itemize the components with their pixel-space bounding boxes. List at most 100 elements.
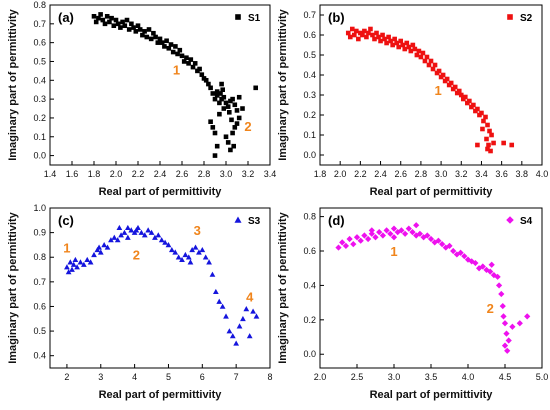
data-point — [485, 122, 490, 128]
y-axis-title: Imaginary part of permittivity — [7, 211, 19, 363]
legend-label: S1 — [248, 13, 261, 24]
x-tick-label: 3.8 — [516, 169, 529, 179]
data-point — [122, 23, 128, 29]
data-point — [505, 337, 512, 344]
series-S1 — [91, 12, 258, 158]
data-point — [212, 130, 218, 136]
legend-marker — [507, 14, 513, 20]
x-axis-title: Real part of permittivity — [99, 389, 223, 401]
data-point — [353, 234, 361, 241]
legend-marker — [234, 216, 242, 223]
data-point — [524, 313, 531, 320]
data-point — [69, 266, 75, 272]
data-point — [144, 34, 150, 40]
region-annotation: 3 — [194, 223, 201, 238]
panel-label: (a) — [58, 10, 74, 25]
series-S3 — [64, 224, 260, 346]
data-point — [240, 315, 246, 322]
data-point — [227, 109, 232, 115]
x-tick-label: 2.0 — [110, 169, 123, 179]
data-point — [350, 241, 357, 248]
data-point — [142, 29, 147, 34]
data-point — [488, 261, 495, 268]
region-annotation: 4 — [246, 290, 254, 305]
data-point — [488, 148, 493, 154]
y-tick-label: 0.4 — [303, 280, 316, 290]
plot-frame — [49, 207, 271, 369]
data-point — [413, 222, 420, 229]
data-point — [199, 72, 205, 77]
y-tick-label: 0.0 — [303, 349, 316, 359]
data-point — [179, 53, 185, 59]
data-point — [370, 32, 375, 38]
data-point — [131, 25, 136, 30]
data-point — [376, 34, 381, 40]
x-tick-label: 3.6 — [495, 169, 508, 179]
data-point — [416, 230, 424, 237]
data-point — [166, 45, 172, 51]
data-point — [516, 320, 523, 327]
x-tick-label: 3.0 — [220, 169, 233, 179]
data-point — [432, 62, 438, 68]
x-tick-label: 3.2 — [455, 169, 468, 179]
data-point — [179, 256, 185, 262]
data-point — [133, 29, 139, 34]
data-point — [114, 237, 121, 243]
y-tick-label: 0.8 — [33, 252, 46, 262]
region-annotation: 1 — [173, 63, 180, 78]
x-tick-label: 2.6 — [394, 169, 407, 179]
data-point — [225, 104, 231, 109]
x-tick-label: 4.5 — [499, 372, 512, 382]
data-point — [426, 62, 432, 68]
data-point — [91, 13, 97, 19]
data-point — [98, 12, 103, 17]
data-point — [405, 225, 412, 232]
x-tick-label: 2.5 — [351, 372, 364, 382]
data-point — [196, 249, 202, 255]
region-annotation: 1 — [434, 83, 441, 98]
data-point — [376, 228, 383, 236]
region-annotation: 2 — [244, 119, 251, 134]
data-point — [184, 55, 189, 61]
data-point — [360, 32, 365, 38]
data-point — [202, 254, 209, 260]
data-point — [475, 265, 483, 272]
y-tick-label: 0.1 — [303, 130, 316, 140]
data-point — [414, 52, 420, 58]
data-point — [504, 347, 511, 354]
data-point — [217, 111, 222, 117]
chart-panel-1: 1.4 1.6 1.8 2.0 2.2 2.4 2.6 2.8 3.0 3.2 3.4 0.0 0.1 0… — [7, 0, 276, 198]
data-point — [96, 15, 101, 21]
data-point — [189, 246, 196, 253]
data-point — [475, 106, 480, 112]
data-point — [383, 227, 390, 234]
data-point — [77, 259, 84, 265]
data-point — [487, 128, 492, 134]
x-tick-label: 2.8 — [415, 169, 428, 179]
data-point — [67, 259, 74, 265]
x-tick-label: 8 — [267, 372, 272, 382]
data-point — [364, 235, 372, 243]
data-point — [128, 227, 135, 233]
data-point — [501, 140, 506, 146]
x-tick-label: 3.2 — [242, 169, 255, 179]
y-tick-label: 0.5 — [33, 326, 46, 336]
data-point — [240, 106, 245, 111]
legend-label: S2 — [520, 13, 533, 24]
data-point — [210, 125, 216, 130]
data-point — [382, 36, 387, 42]
data-point — [64, 264, 70, 270]
data-point — [93, 19, 99, 25]
y-axis-title: Imaginary part of permittivity — [7, 8, 19, 160]
data-point — [467, 98, 472, 104]
data-point — [148, 229, 155, 235]
chart-panel-4: 2.0 2.5 3.0 3.5 4.0 4.5 5.0 0.0 0.2 0.4 0.6 0.8 Real… — [277, 207, 548, 401]
data-point — [458, 92, 464, 98]
data-point — [220, 87, 225, 93]
data-point — [394, 40, 399, 46]
data-point — [101, 242, 108, 248]
data-point — [138, 229, 145, 235]
y-tick-label: 0.6 — [303, 30, 316, 40]
data-point — [386, 34, 391, 40]
